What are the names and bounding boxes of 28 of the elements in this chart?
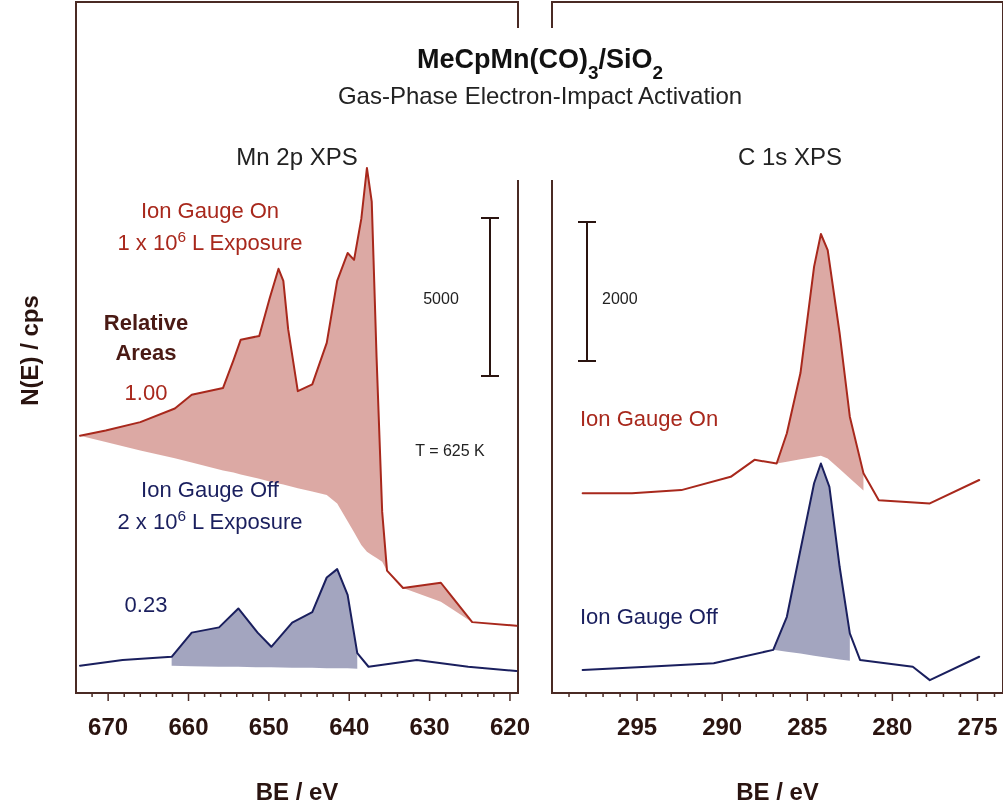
x-tick-label: 620 [489, 713, 530, 740]
annotation: Mn 2p XPS [236, 143, 358, 170]
y-axis-title: N(E) / cps [16, 295, 43, 406]
annotation: T = 625 K [415, 442, 486, 459]
x-tick-label: 295 [617, 713, 658, 740]
x-tick-label: 285 [787, 713, 828, 740]
text: Ion Gauge Off 2 x 10$^{6}$ L Exposure [117, 477, 303, 534]
annotation: 0.23 [124, 592, 168, 617]
annotation: 2000 [602, 290, 638, 307]
x-tick-label: 670 [88, 713, 129, 740]
x-tick-label: 660 [168, 713, 209, 740]
annotation: 5000 [423, 290, 459, 307]
series-label: Ion Gauge Off [580, 604, 719, 629]
chart-subtitle: Gas-Phase Electron-Impact Activation [337, 82, 743, 109]
text: C 1s XPS [737, 143, 843, 170]
x-tick-label: 275 [957, 713, 998, 740]
annotation: 1.00 [124, 380, 168, 405]
x-tick-label: 650 [248, 713, 289, 740]
text: Ion Gauge On [580, 406, 719, 431]
x-axis-title: BE / eV [736, 778, 819, 805]
x-axis-title: BE / eV [255, 778, 339, 805]
x-tick-label: 280 [872, 713, 913, 740]
series-label: Ion Gauge On 1 x 10$^{6}$ L Exposure [117, 198, 303, 255]
x-tick-label: 630 [409, 713, 450, 740]
chart-title: MeCpMn(CO)$_{3}$/SiO$_{2}$ [416, 44, 664, 83]
x-tick-label: 290 [702, 713, 743, 740]
annotation: Relative Areas [103, 310, 189, 365]
x-tick-label: 640 [329, 713, 370, 740]
